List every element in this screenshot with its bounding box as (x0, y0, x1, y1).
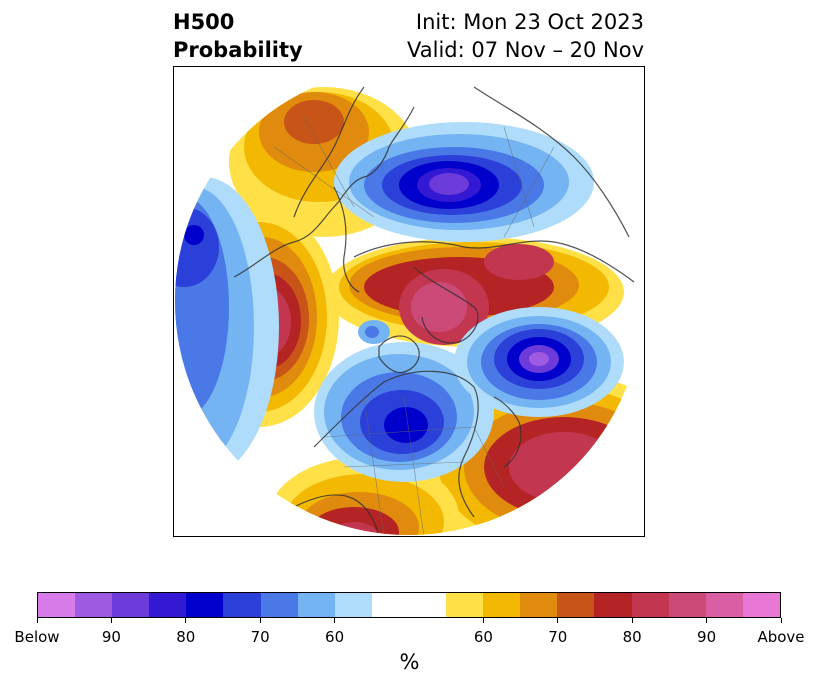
colorbar-tick-mark (259, 618, 261, 623)
map-panel (173, 66, 645, 537)
anomaly-below-greenland (334, 122, 594, 242)
colorbar-tick-label: Above (757, 628, 805, 646)
map-title-right: Init: Mon 23 Oct 2023 Valid: 07 Nov – 20… (407, 8, 644, 64)
colorbar-segment (668, 593, 706, 617)
product-label: Probability (173, 38, 303, 62)
colorbar-segment (520, 593, 558, 617)
colorbar-segment (371, 593, 409, 617)
colorbar-segment (149, 593, 187, 617)
colorbar-segment (260, 593, 298, 617)
colorbar-tick-label: 60 (473, 628, 493, 646)
colorbar-segment (446, 593, 484, 617)
colorbar-segment (705, 593, 743, 617)
anomaly-below-nwpacific (454, 307, 624, 417)
colorbar (37, 592, 781, 618)
colorbar-tick-label: 80 (622, 628, 642, 646)
colorbar-tick-label: 90 (697, 628, 717, 646)
colorbar-segment (38, 593, 76, 617)
colorbar-segment (408, 593, 447, 617)
colorbar-segment (75, 593, 113, 617)
colorbar-tick-mark (557, 618, 559, 623)
colorbar-segment (297, 593, 335, 617)
colorbar-tick-label: Below (14, 628, 60, 646)
colorbar-segment (334, 593, 372, 617)
probability-map (175, 67, 643, 535)
colorbar-segment (112, 593, 150, 617)
colorbar-segment (631, 593, 669, 617)
variable-label: H500 (173, 10, 235, 34)
anomaly-below-hudson (358, 320, 390, 344)
colorbar-segment (186, 593, 224, 617)
colorbar-tick-mark (706, 618, 708, 623)
colorbar-unit-label: % (399, 650, 420, 674)
valid-range-label: Valid: 07 Nov – 20 Nov (407, 38, 644, 62)
colorbar-segment (594, 593, 632, 617)
colorbar-tick-mark (110, 618, 112, 623)
colorbar-tick-mark (334, 618, 336, 623)
map-title-left: H500 Probability (173, 8, 303, 64)
colorbar-tick-mark (185, 618, 187, 623)
colorbar-tick-label: 70 (548, 628, 568, 646)
colorbar-tick-mark (482, 618, 484, 623)
colorbar-tick-mark (631, 618, 633, 623)
colorbar-tick-label: 90 (101, 628, 121, 646)
init-date-label: Init: Mon 23 Oct 2023 (415, 10, 644, 34)
colorbar-tick-mark (780, 618, 782, 623)
colorbar-tick-label: 80 (176, 628, 196, 646)
colorbar-segment (223, 593, 261, 617)
colorbar-tick-label: 60 (325, 628, 345, 646)
anomaly-below-northafrica (175, 177, 279, 477)
colorbar-tick-mark (36, 618, 38, 623)
colorbar-segment (742, 593, 780, 617)
colorbar-segment (483, 593, 521, 617)
colorbar-segment (557, 593, 595, 617)
political-borders (273, 116, 555, 535)
colorbar-tick-label: 70 (250, 628, 270, 646)
